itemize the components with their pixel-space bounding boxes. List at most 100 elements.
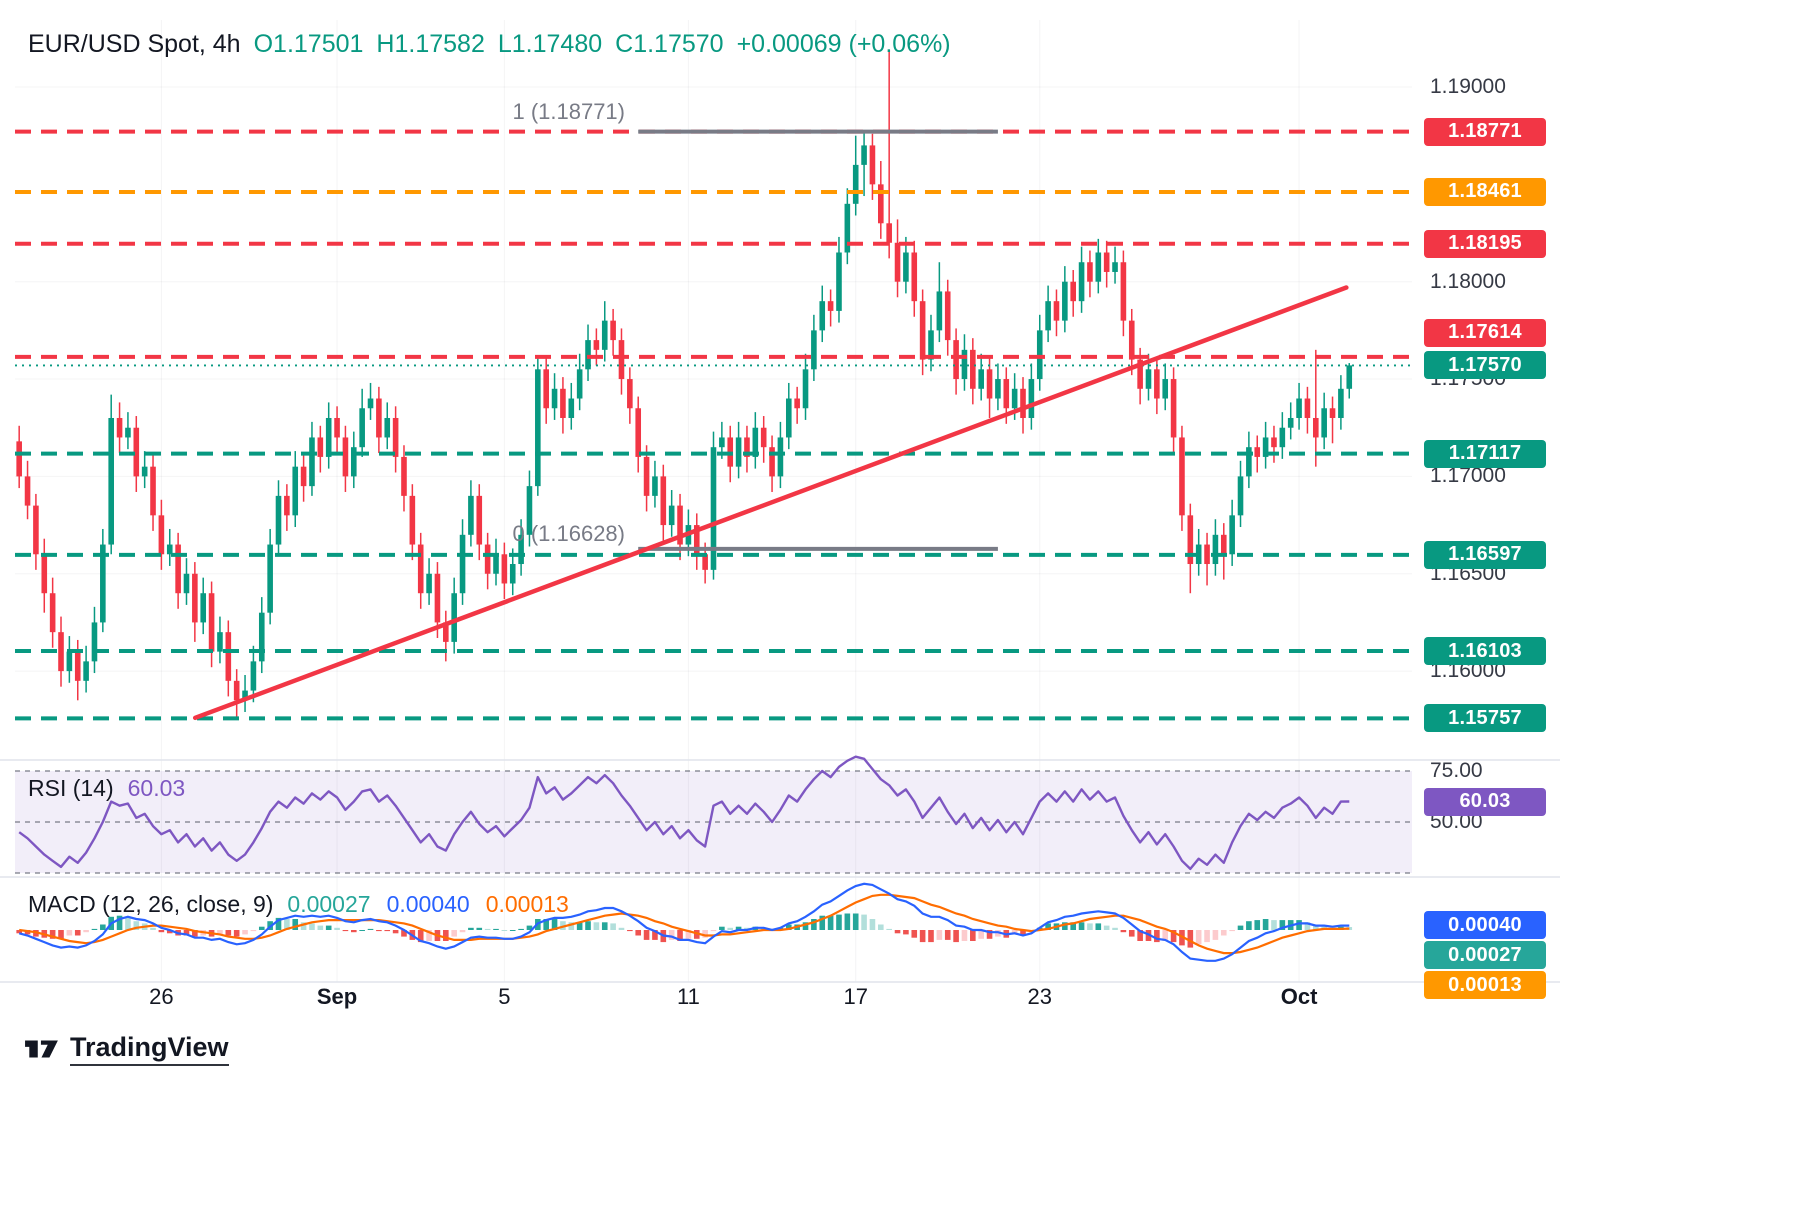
candle-body[interactable] [869, 145, 876, 185]
candle-body[interactable] [627, 379, 633, 409]
candle-body[interactable] [33, 505, 39, 555]
candle-body[interactable] [836, 252, 842, 311]
candle-body[interactable] [1112, 262, 1118, 272]
candle-body[interactable] [702, 554, 708, 570]
candle-body[interactable] [417, 544, 424, 594]
candle-body[interactable] [1011, 388, 1018, 409]
candle-body[interactable] [58, 632, 64, 672]
candle-body[interactable] [769, 447, 775, 477]
candle-body[interactable] [359, 408, 365, 448]
candle-body[interactable] [1179, 437, 1185, 516]
candle-body[interactable] [928, 330, 934, 360]
candle-body[interactable] [116, 417, 123, 438]
candle-body[interactable] [1204, 544, 1210, 565]
candle-body[interactable] [819, 301, 826, 331]
candle-body[interactable] [919, 301, 926, 360]
fib-level-1-label[interactable]: 1 (1.18771) [512, 99, 625, 124]
candle-body[interactable] [970, 349, 976, 389]
price-axis[interactable]: 1.190001.180001.175001.170001.165001.160… [1412, 0, 1562, 1020]
tradingview-attribution[interactable]: TradingView [24, 1032, 229, 1066]
candle-body[interactable] [576, 369, 583, 399]
candle-body[interactable] [735, 437, 742, 467]
candle-body[interactable] [367, 398, 374, 409]
price-level-badge[interactable]: 1.17614 [1424, 318, 1546, 347]
candle-body[interactable] [1271, 437, 1277, 448]
time-axis-label[interactable]: 26 [149, 984, 174, 1009]
candle-body[interactable] [342, 437, 349, 477]
candle-body[interactable] [317, 437, 324, 457]
candle-body[interactable] [275, 495, 282, 545]
candle-body[interactable] [1103, 252, 1110, 272]
candle-body[interactable] [995, 379, 1001, 399]
candle-body[interactable] [1237, 476, 1244, 516]
candle-body[interactable] [802, 369, 809, 409]
candle-body[interactable] [1287, 417, 1294, 428]
trend-line[interactable] [192, 285, 1349, 721]
candle-body[interactable] [1070, 281, 1077, 302]
candle-body[interactable] [1087, 262, 1093, 282]
candle-body[interactable] [526, 486, 533, 535]
candle-body[interactable] [1246, 447, 1252, 477]
candle-body[interactable] [309, 437, 315, 487]
price-level-badge[interactable]: 1.18195 [1424, 229, 1546, 258]
candle-body[interactable] [334, 417, 340, 438]
time-axis-label[interactable]: 11 [676, 984, 700, 1009]
candle-body[interactable] [175, 544, 181, 594]
candle-body[interactable] [1220, 534, 1227, 555]
candle-body[interactable] [1145, 369, 1152, 389]
time-axis-label[interactable]: 5 [498, 984, 511, 1009]
candle-body[interactable] [24, 476, 31, 506]
candle-body[interactable] [409, 495, 416, 545]
rsi-legend[interactable]: RSI (14) 60.03 [28, 775, 185, 802]
candle-body[interactable] [944, 291, 951, 341]
candle-body[interactable] [911, 252, 918, 302]
candle-body[interactable] [108, 417, 115, 545]
candle-body[interactable] [376, 398, 382, 438]
candle-body[interactable] [719, 437, 725, 448]
candle-body[interactable] [150, 466, 156, 516]
candle-body[interactable] [100, 544, 106, 623]
candle-body[interactable] [1078, 262, 1085, 302]
candle-body[interactable] [459, 534, 466, 594]
candle-body[interactable] [811, 330, 817, 370]
price-level-badge[interactable]: 1.18461 [1424, 177, 1546, 206]
candle-body[interactable] [861, 145, 867, 165]
symbol-title[interactable]: EUR/USD Spot, 4h [28, 30, 241, 58]
macd-legend[interactable]: MACD (12, 26, close, 9) 0.00027 0.00040 0.… [28, 891, 585, 918]
candle-body[interactable] [166, 544, 173, 555]
candle-body[interactable] [710, 447, 717, 570]
candle-body[interactable] [543, 369, 549, 409]
candle-body[interactable] [1321, 408, 1327, 438]
candle-body[interactable] [258, 612, 265, 662]
candle-body[interactable] [852, 164, 859, 204]
candle-body[interactable] [1304, 398, 1311, 418]
macd-line[interactable] [18, 882, 1350, 962]
candle-body[interactable] [200, 593, 207, 623]
candle-body[interactable] [936, 291, 943, 331]
candle-body[interactable] [1212, 534, 1219, 565]
candle-body[interactable] [878, 184, 884, 224]
candle-body[interactable] [217, 632, 223, 652]
candle-body[interactable] [1296, 398, 1302, 418]
candle-body[interactable] [744, 437, 750, 457]
candle-body[interactable] [392, 417, 399, 457]
candle-body[interactable] [1254, 447, 1261, 457]
candle-body[interactable] [1229, 515, 1235, 555]
candle-body[interactable] [1020, 388, 1026, 418]
time-axis-label[interactable]: 17 [843, 984, 868, 1009]
candle-body[interactable] [1162, 379, 1169, 399]
candle-body[interactable] [1338, 388, 1344, 418]
candle-body[interactable] [953, 340, 959, 380]
candle-body[interactable] [133, 427, 140, 477]
candle-body[interactable] [350, 447, 357, 477]
candle-body[interactable] [961, 349, 968, 380]
candle-body[interactable] [752, 427, 759, 457]
candle-body[interactable] [1187, 515, 1194, 565]
candle-body[interactable] [760, 427, 767, 448]
macd-title[interactable]: MACD (12, 26, close, 9) [28, 891, 274, 917]
candle-body[interactable] [125, 427, 131, 438]
candle-body[interactable] [1128, 320, 1135, 360]
candle-body[interactable] [785, 398, 792, 438]
candle-body[interactable] [677, 505, 683, 545]
